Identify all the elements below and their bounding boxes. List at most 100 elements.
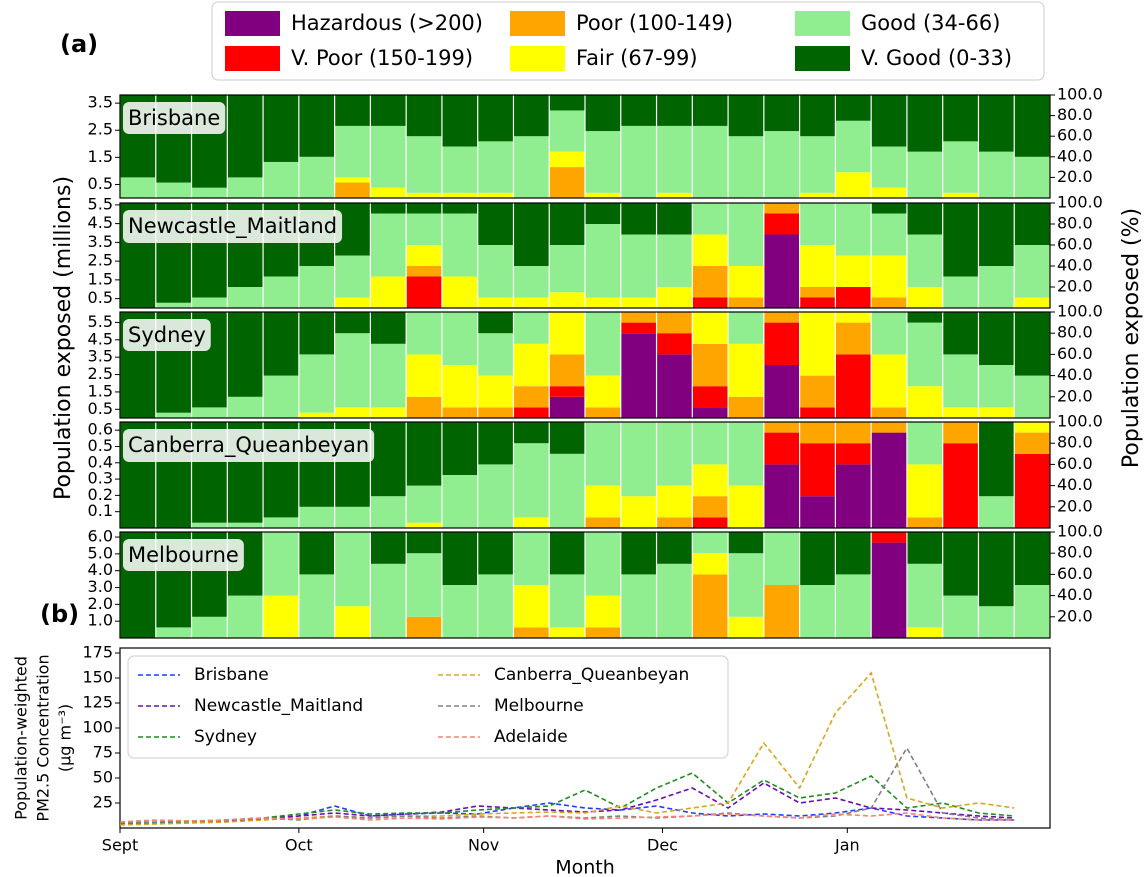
bar-segment bbox=[907, 312, 943, 323]
bar-segment bbox=[835, 95, 871, 121]
bar-segment bbox=[764, 234, 800, 308]
bar-segment bbox=[728, 266, 764, 298]
bar-segment bbox=[657, 354, 692, 418]
bar-segment bbox=[514, 266, 549, 298]
bar-segment bbox=[299, 506, 335, 528]
line-series bbox=[119, 812, 1015, 823]
bar-segment bbox=[478, 192, 513, 198]
x-tick-label: Jan bbox=[834, 836, 860, 855]
bar-segment bbox=[442, 276, 478, 308]
bar-segment bbox=[800, 297, 835, 308]
bar-segment bbox=[835, 464, 871, 528]
bar-segment bbox=[764, 432, 800, 465]
bar-segment bbox=[442, 407, 478, 418]
bar-segment bbox=[764, 464, 800, 528]
y2-tick-label: 40.0 bbox=[1057, 475, 1093, 494]
bar-segment bbox=[943, 276, 978, 308]
legend-label: Brisbane bbox=[194, 665, 269, 685]
bar-segment bbox=[370, 407, 406, 418]
bar-segment bbox=[585, 375, 621, 408]
bar-segment bbox=[835, 255, 871, 287]
y-tick-label: 0.4 bbox=[88, 452, 113, 471]
bar-segment bbox=[907, 234, 943, 287]
bar-segment bbox=[585, 224, 621, 298]
bar-segment bbox=[692, 407, 728, 418]
bar-segment bbox=[406, 213, 442, 245]
plot-frame bbox=[119, 94, 1051, 199]
bar-segment bbox=[764, 365, 800, 418]
bar-segment bbox=[335, 506, 370, 528]
legend-swatch bbox=[510, 46, 565, 71]
bar-segment bbox=[406, 95, 442, 137]
bar-segment bbox=[549, 203, 585, 245]
bar-segment bbox=[549, 354, 585, 387]
bar-segment bbox=[335, 333, 370, 408]
bar-segment bbox=[657, 125, 692, 193]
bar-segment bbox=[764, 312, 800, 323]
bar-segment bbox=[585, 532, 621, 596]
bar-segment bbox=[871, 255, 907, 298]
bar-segment bbox=[299, 156, 335, 198]
bar-segment bbox=[621, 125, 656, 198]
bar-segment bbox=[657, 333, 692, 355]
bar-segment bbox=[943, 312, 978, 355]
bar-segment bbox=[657, 203, 692, 235]
bar-segment bbox=[835, 312, 871, 323]
bar-segment bbox=[835, 443, 871, 465]
bar-segment bbox=[263, 595, 299, 638]
y-tick-label: 0.6 bbox=[88, 420, 113, 439]
bar-segment bbox=[907, 517, 943, 528]
bar-segment bbox=[657, 95, 692, 126]
y2-tick-label: 20.0 bbox=[1057, 167, 1093, 186]
legend-label: Poor (100-149) bbox=[576, 11, 733, 35]
bar-segment bbox=[335, 255, 370, 298]
bar-segment bbox=[549, 422, 585, 454]
bar-segment bbox=[835, 172, 871, 198]
bar-segment bbox=[585, 192, 621, 198]
bar-segment bbox=[692, 574, 728, 638]
bar-segment bbox=[549, 574, 585, 628]
bar-segment bbox=[406, 553, 442, 617]
y-tick-label: 2.5 bbox=[88, 364, 113, 383]
y-tick-label: 100 bbox=[82, 718, 113, 737]
bar-segment bbox=[406, 616, 442, 638]
y2-tick-label: 60.0 bbox=[1057, 454, 1093, 473]
legend-swatch bbox=[225, 11, 280, 36]
bar-segment bbox=[192, 187, 227, 198]
bar-segment bbox=[1014, 312, 1050, 376]
bar-segment bbox=[692, 532, 728, 554]
bar-segment bbox=[979, 407, 1014, 418]
y-tick-label: 125 bbox=[82, 693, 113, 712]
bar-segment bbox=[1014, 532, 1050, 585]
bar-segment bbox=[621, 234, 656, 298]
bar-segment bbox=[263, 161, 299, 198]
bar-segment bbox=[478, 333, 513, 376]
bar-segment bbox=[907, 386, 943, 418]
bar-segment bbox=[871, 532, 907, 543]
bar-segment bbox=[764, 203, 800, 214]
y2-tick-label: 60.0 bbox=[1057, 235, 1093, 254]
bar-segment bbox=[478, 574, 513, 638]
bar-segment bbox=[871, 95, 907, 147]
bar-segment bbox=[979, 496, 1014, 528]
bar-segment bbox=[621, 312, 656, 323]
bar-segment bbox=[370, 312, 406, 344]
bar-segment bbox=[692, 517, 728, 528]
bar-segment bbox=[192, 297, 227, 308]
bar-segment bbox=[442, 585, 478, 638]
bar-segment bbox=[692, 95, 728, 126]
y2-tick-label: 80.0 bbox=[1057, 105, 1093, 124]
bar-segment bbox=[442, 146, 478, 193]
legend-swatch bbox=[795, 46, 850, 71]
bar-segment bbox=[657, 517, 692, 528]
bar-segment bbox=[370, 422, 406, 497]
bar-segment bbox=[907, 287, 943, 308]
bar-segment bbox=[120, 177, 156, 198]
y-tick-label: 3.5 bbox=[88, 93, 113, 112]
bar-segment bbox=[764, 95, 800, 132]
bar-segment bbox=[406, 192, 442, 198]
bar-segment bbox=[907, 563, 943, 628]
legend-label: V. Poor (150-199) bbox=[291, 46, 473, 70]
bar-segment bbox=[442, 422, 478, 475]
